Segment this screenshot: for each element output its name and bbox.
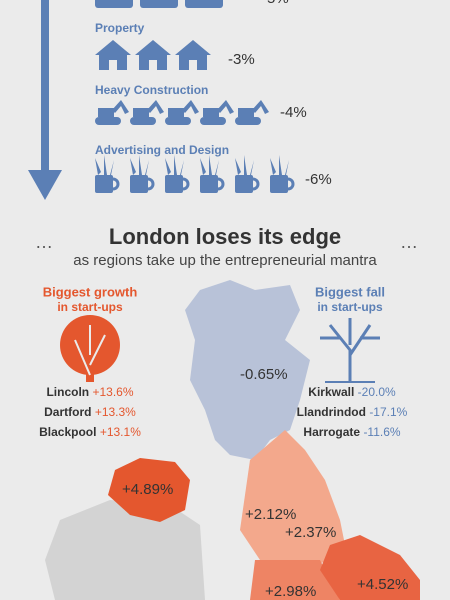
fall-title: Biggest fall xyxy=(315,284,385,299)
mug-icon xyxy=(217,177,225,191)
excavator-icon xyxy=(112,100,129,114)
place: Llandrindod xyxy=(297,405,366,419)
list-item: Lincoln +13.6% xyxy=(46,385,133,399)
mug-icon xyxy=(287,177,295,191)
map-label: +4.89% xyxy=(122,481,173,498)
brush-icon xyxy=(95,155,114,175)
change: -20.0% xyxy=(358,385,396,399)
mug-icon xyxy=(270,175,288,193)
ireland xyxy=(45,500,205,600)
mug-icon xyxy=(130,175,148,193)
excavator-icon xyxy=(238,108,254,117)
house-icon xyxy=(95,40,131,70)
map-label: -0.65% xyxy=(240,366,288,383)
house-icon xyxy=(135,40,171,70)
list-item: Blackpool +13.1% xyxy=(39,425,141,439)
heading-subtitle: as regions take up the entrepreneurial m… xyxy=(73,252,377,269)
sector-change: -5% xyxy=(262,0,289,7)
excavator-icon xyxy=(98,108,114,117)
south-england xyxy=(250,560,340,600)
place: Harrogate xyxy=(303,425,360,439)
excavator-icon xyxy=(133,108,149,117)
mug-icon xyxy=(182,177,190,191)
growth-subtitle: in start-ups xyxy=(57,300,123,314)
change: -17.1% xyxy=(369,405,407,419)
brush-icon xyxy=(200,155,219,175)
northern-ireland xyxy=(108,458,190,522)
lists: Lincoln +13.6%Dartford +13.3%Blackpool +… xyxy=(39,385,408,439)
mug-icon xyxy=(200,175,218,193)
house-icon xyxy=(175,40,211,70)
change: +13.6% xyxy=(92,385,133,399)
change: -11.6% xyxy=(363,425,400,439)
growth-title: Biggest growth xyxy=(43,284,138,299)
excavator-icon xyxy=(217,100,234,114)
list-item: Kirkwall -20.0% xyxy=(308,385,396,399)
brush-icon xyxy=(165,155,184,175)
excavator-icon xyxy=(147,100,164,114)
mug-icon xyxy=(165,175,183,193)
excavator-icon xyxy=(200,117,226,125)
excavator-icon xyxy=(165,117,191,125)
change: +13.1% xyxy=(100,425,141,439)
east-england xyxy=(320,535,420,600)
ellipsis: … xyxy=(400,232,418,252)
mug-icon xyxy=(147,177,155,191)
place: Lincoln xyxy=(46,385,89,399)
place: Kirkwall xyxy=(308,385,354,399)
sector-change: -3% xyxy=(228,51,255,68)
excavator-icon xyxy=(182,100,199,114)
list-item: Harrogate -11.6% xyxy=(303,425,400,439)
growth-tree xyxy=(60,315,120,382)
place: Dartford xyxy=(44,405,91,419)
list-item: Llandrindod -17.1% xyxy=(297,405,408,419)
sector-change: -4% xyxy=(280,104,307,121)
list-item: Dartford +13.3% xyxy=(44,405,136,419)
map-label: +2.12% xyxy=(245,506,296,523)
brush-icon xyxy=(235,155,254,175)
sector-label: Heavy Construction xyxy=(95,83,208,97)
fall-subtitle: in start-ups xyxy=(317,300,383,314)
excavator-icon xyxy=(235,117,261,125)
excavator-icon xyxy=(130,117,156,125)
monitor-icon xyxy=(140,0,178,8)
change: +13.3% xyxy=(95,405,136,419)
mug-icon xyxy=(112,177,120,191)
arrow-head xyxy=(28,170,62,200)
brush-icon xyxy=(270,155,289,175)
monitor-icon xyxy=(185,0,223,8)
mug-icon xyxy=(95,175,113,193)
mug-icon xyxy=(252,177,260,191)
map-label: +2.98% xyxy=(265,583,316,600)
sector-change: -6% xyxy=(305,171,332,188)
excavator-icon xyxy=(95,117,121,125)
excavator-icon xyxy=(203,108,219,117)
ellipsis: … xyxy=(35,232,53,252)
sector-label: Advertising and Design xyxy=(95,143,229,157)
brush-icon xyxy=(130,155,149,175)
scotland xyxy=(185,280,310,460)
map-label: +2.37% xyxy=(285,524,336,541)
heading-title: London loses its edge xyxy=(109,224,341,249)
excavator-icon xyxy=(252,100,269,114)
icons xyxy=(95,0,295,193)
place: Blackpool xyxy=(39,425,96,439)
north-england xyxy=(240,430,345,570)
sector-label: Property xyxy=(95,21,145,35)
excavator-icon xyxy=(168,108,184,117)
fall-tree xyxy=(320,318,380,383)
monitor-icon xyxy=(95,0,133,8)
mug-icon xyxy=(235,175,253,193)
map-label: +4.52% xyxy=(357,576,408,593)
